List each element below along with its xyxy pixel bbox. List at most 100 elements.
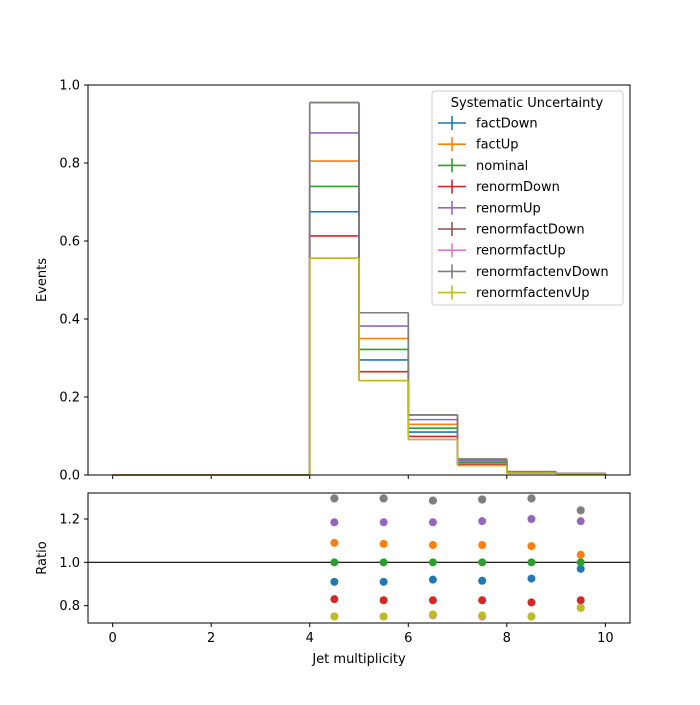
ratio-x-tick-label: 0: [108, 631, 116, 646]
ratio-point-renormfactenvDown: [527, 494, 536, 503]
ratio-plot-frame: [87, 492, 631, 624]
legend-item-renormfactenvDown: renormfactenvDown: [438, 264, 609, 280]
legend-label: factUp: [476, 138, 519, 153]
legend-label: nominal: [476, 159, 528, 174]
ratio-x-tick-label: 6: [404, 631, 412, 646]
legend-item-renormfactUp: renormfactUp: [438, 243, 566, 259]
ratio-series-renormfactDown: [330, 494, 585, 515]
ratio-point-renormfactenvDown: [379, 494, 388, 503]
ratio-x-tick-label: 4: [306, 631, 314, 646]
ratio-y-axis-label: Ratio: [35, 541, 50, 574]
ratio-point-factDown: [527, 574, 536, 583]
legend-item-nominal: nominal: [438, 158, 528, 174]
legend-item-renormfactDown: renormfactDown: [438, 222, 585, 238]
ratio-point-renormDown: [379, 596, 388, 605]
ratio-series-renormfactenvUp: [330, 603, 585, 621]
ratio-point-renormDown: [478, 596, 487, 605]
ratio-y-tick-label: 1.0: [59, 556, 80, 571]
events-y-axis: 0.0 0.2 0.4 0.6 0.8 1.0: [59, 79, 88, 484]
ratio-point-renormUp: [330, 518, 339, 527]
ratio-point-renormfactenvUp: [576, 603, 585, 612]
ratio-point-factUp: [428, 541, 437, 549]
ratio-point-renormfactenvDown: [576, 506, 585, 515]
ratio-series-nominal: [330, 558, 585, 567]
legend-label: renormUp: [476, 201, 541, 216]
legend: Systematic Uncertainty factDown factUp nom…: [431, 90, 624, 306]
ratio-point-factUp: [330, 538, 339, 547]
ratio-panel: 0.8 1.0 1.2 0 2 4 6 8 10 Ratio Jet multiplicity: [35, 492, 631, 667]
legend-item-renormfactenvUp: renormfactenvUp: [438, 285, 590, 301]
ratio-point-renormfactenvUp: [379, 612, 388, 621]
ratio-x-axis: 0 2 4 6 8 10: [108, 623, 614, 646]
events-y-tick-label: 0.4: [59, 313, 80, 328]
ratio-point-renormfactenvDown: [330, 494, 339, 503]
ratio-point-renormDown: [428, 596, 437, 605]
ratio-point-renormUp: [379, 518, 388, 527]
legend-frame: [431, 90, 624, 306]
ratio-series-factUp: [330, 538, 585, 559]
legend-item-factUp: factUp: [438, 137, 519, 153]
ratio-point-nominal: [527, 558, 536, 567]
ratio-point-renormDown: [576, 596, 585, 605]
ratio-x-tick-label: 8: [503, 631, 511, 646]
legend-label: renormfactenvUp: [476, 286, 590, 301]
ratio-series-renormDown: [330, 595, 585, 607]
ratio-point-renormUp: [527, 515, 536, 523]
ratio-point-renormUp: [576, 517, 585, 526]
ratio-point-renormfactenvUp: [330, 612, 339, 621]
ratio-x-tick-label: 10: [597, 631, 614, 646]
events-panel: 0.0 0.2 0.4 0.6 0.8 1.0 Events Systematic Unc…: [35, 79, 631, 484]
legend-item-renormDown: renormDown: [438, 179, 560, 195]
events-y-tick-label: 0.2: [59, 391, 80, 406]
legend-title: Systematic Uncertainty: [451, 96, 604, 111]
ratio-point-renormfactenvUp: [527, 612, 536, 621]
ratio-point-renormUp: [428, 518, 437, 527]
legend-label: renormfactUp: [476, 244, 566, 259]
legend-items: factDown factUp nominal renormDown renormUp r…: [438, 116, 609, 301]
ratio-point-factDown: [330, 577, 339, 586]
ratio-x-tick-label: 2: [207, 631, 215, 646]
events-y-tick-label: 1.0: [59, 79, 80, 94]
ratio-point-factDown: [379, 577, 388, 586]
events-y-tick-label: 0.0: [59, 469, 80, 484]
events-y-tick-label: 0.6: [59, 235, 80, 250]
ratio-point-factUp: [527, 542, 536, 551]
legend-label: factDown: [476, 117, 538, 132]
ratio-point-nominal: [379, 558, 388, 567]
ratio-point-renormDown: [527, 598, 536, 607]
ratio-series-factDown: [330, 564, 585, 586]
ratio-points: [330, 494, 585, 621]
ratio-point-nominal: [576, 558, 585, 567]
ratio-point-factDown: [576, 564, 585, 573]
ratio-point-factUp: [379, 539, 388, 548]
ratio-point-factDown: [478, 576, 487, 585]
ratio-series-renormfactenvDown: [330, 494, 585, 515]
ratio-x-axis-label: Jet multiplicity: [311, 652, 406, 667]
ratio-series-renormfactUp: [330, 603, 585, 621]
ratio-point-factUp: [576, 550, 585, 559]
ratio-y-tick-label: 0.8: [59, 599, 80, 614]
ratio-point-nominal: [428, 558, 437, 567]
ratio-point-renormfactenvUp: [478, 611, 487, 620]
legend-item-factDown: factDown: [438, 116, 538, 132]
events-plot-frame: [87, 84, 631, 476]
ratio-point-nominal: [478, 558, 487, 567]
legend-label: renormfactenvDown: [476, 265, 609, 280]
ratio-point-renormUp: [478, 517, 487, 526]
ratio-point-factUp: [478, 541, 487, 549]
legend-item-renormUp: renormUp: [438, 200, 541, 216]
ratio-y-tick-label: 1.2: [59, 513, 80, 528]
events-y-tick-label: 0.8: [59, 157, 80, 172]
ratio-series-renormUp: [330, 515, 585, 527]
ratio-point-nominal: [330, 558, 339, 567]
ratio-point-renormfactenvUp: [428, 610, 437, 619]
ratio-point-factDown: [428, 575, 437, 584]
events-y-axis-label: Events: [35, 258, 50, 302]
ratio-point-renormDown: [330, 595, 339, 604]
legend-label: renormfactDown: [476, 223, 585, 238]
ratio-y-axis: 0.8 1.0 1.2: [59, 513, 88, 614]
ratio-point-renormfactenvDown: [428, 496, 437, 505]
legend-label: renormDown: [476, 180, 560, 195]
